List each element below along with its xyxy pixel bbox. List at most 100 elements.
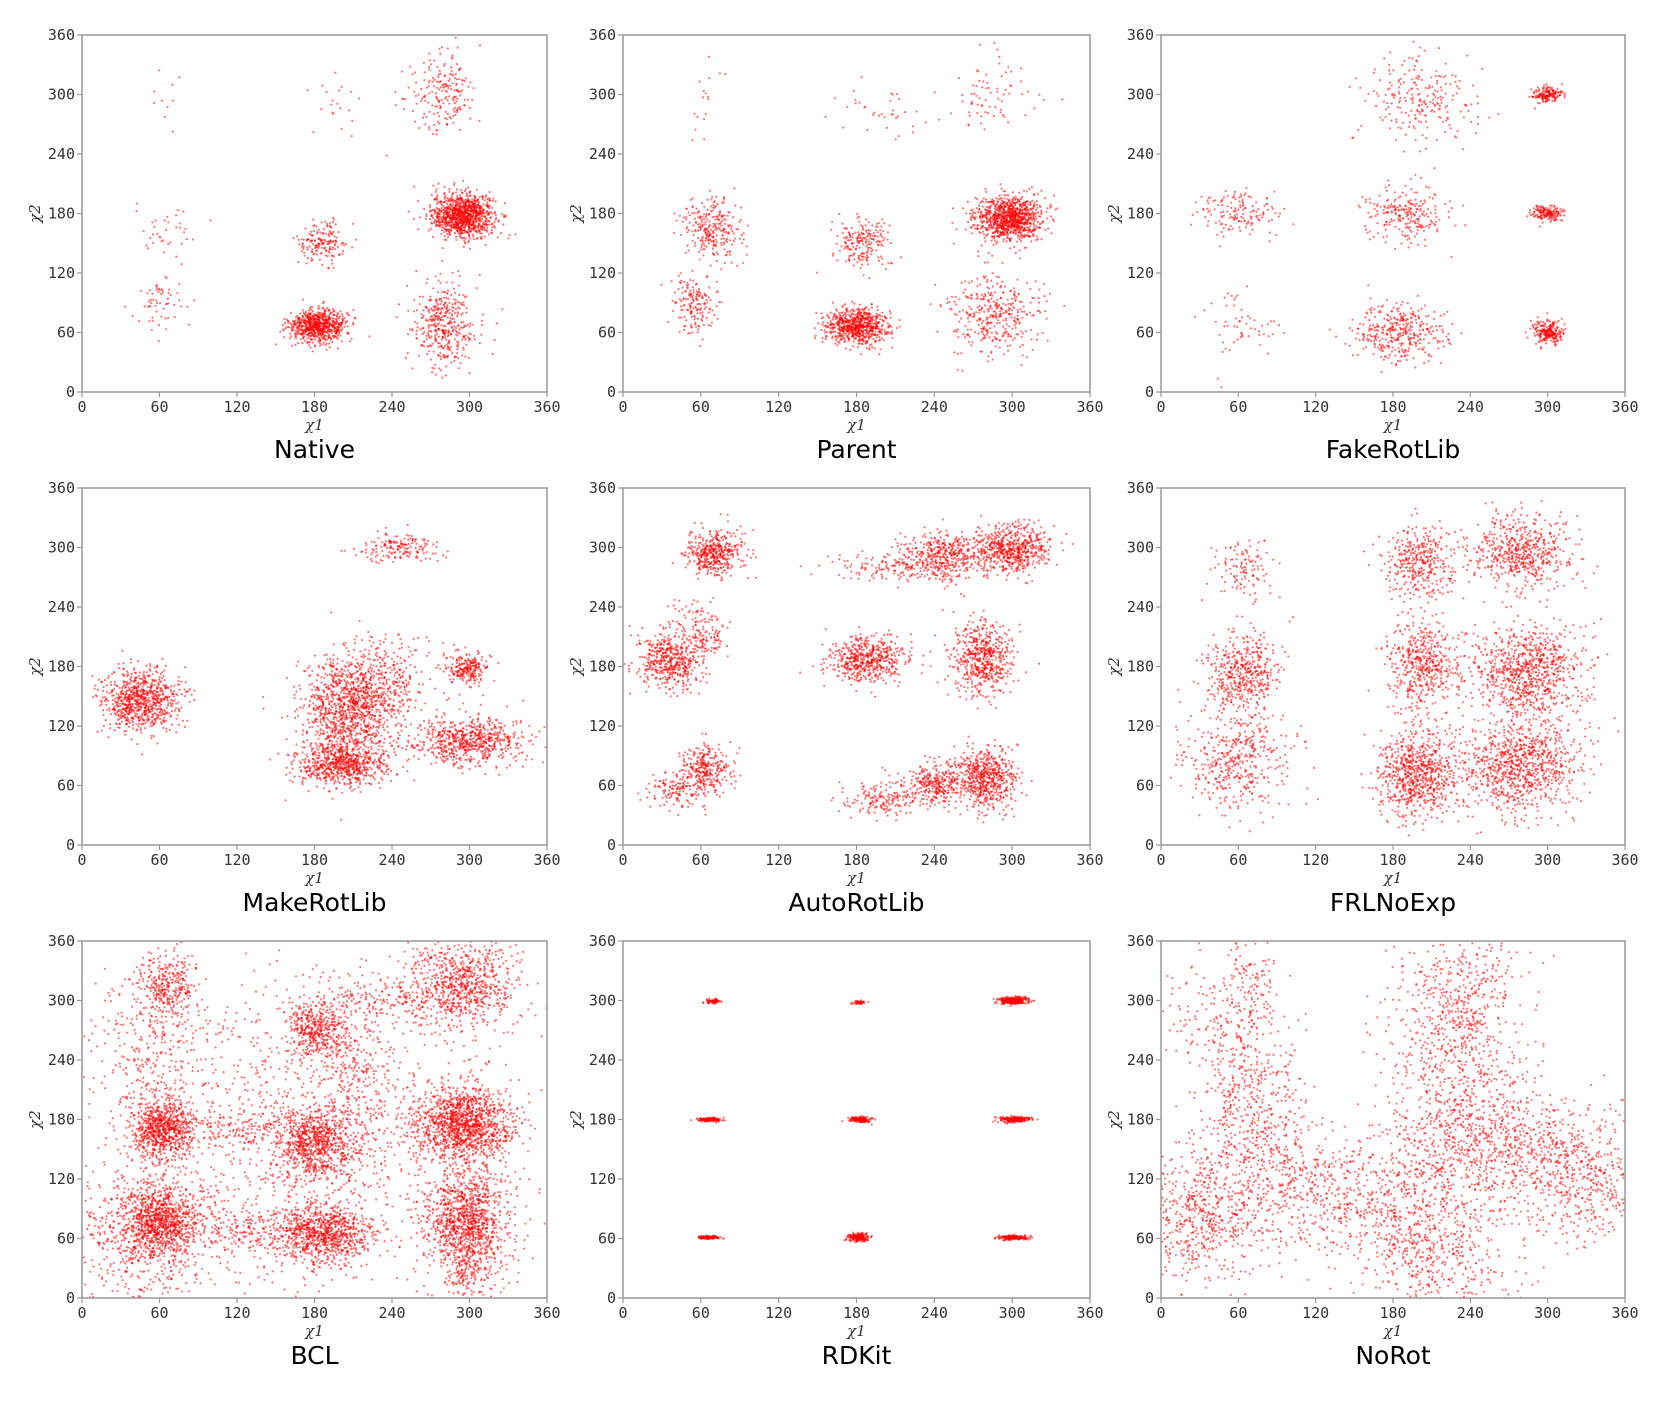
data-point [899,319,901,321]
data-point [454,226,456,228]
data-point [351,246,353,248]
data-point [1019,257,1021,259]
data-point [431,371,433,373]
data-point [454,89,456,91]
data-point [167,221,169,223]
data-point [413,218,415,220]
data-point [144,305,146,307]
data-point [712,223,714,225]
data-point [489,191,491,193]
data-point [454,232,456,234]
data-point [702,254,704,256]
data-point [1033,226,1035,228]
data-point [445,226,447,228]
data-point [693,234,695,236]
data-point [998,276,1000,278]
data-point [832,318,834,320]
data-point [709,190,711,192]
data-point [478,120,480,122]
data-point [951,296,953,298]
data-point [290,312,292,314]
data-point [477,204,479,206]
data-point [1009,335,1011,337]
data-point [323,308,325,310]
data-point [832,328,834,330]
data-point [458,78,460,80]
data-point [1010,304,1012,306]
data-point [847,337,849,339]
data-point [301,326,303,328]
data-point [1002,224,1004,226]
data-point [358,98,360,100]
data-point [152,299,154,301]
data-point [475,219,477,221]
data-point [415,337,417,339]
data-point [979,202,981,204]
data-point [843,323,845,325]
data-point [824,329,826,331]
data-point [329,346,331,348]
data-point [996,305,998,307]
data-point [957,336,959,338]
data-point [440,324,442,326]
data-point [996,221,998,223]
figure-grid: 0 60 120 180 240 300 360060120180240300360χ1χ2… [0,0,1656,1404]
data-point [313,224,315,226]
data-point [309,347,311,349]
data-point [723,197,725,199]
data-point [428,81,430,83]
data-point [303,239,305,241]
data-point [459,328,461,330]
data-point [458,285,460,287]
data-point [454,338,456,340]
data-point [1003,238,1005,240]
data-point [439,53,441,55]
data-point [995,243,997,245]
data-point [444,98,446,100]
data-point [1000,297,1002,299]
data-point [415,95,417,97]
data-point [461,89,463,91]
data-point [302,337,304,339]
data-point [996,322,998,324]
data-point [877,331,879,333]
data-point [995,213,997,215]
data-point [878,353,880,355]
data-point [984,337,986,339]
data-point [301,342,303,344]
data-point [329,323,331,325]
data-point [452,202,454,204]
data-point [683,216,685,218]
data-point [446,307,448,309]
data-point [433,314,435,316]
data-point [841,318,843,320]
data-point [459,94,461,96]
data-point [985,201,987,203]
data-point [319,259,321,261]
data-point [453,199,455,201]
data-point [857,309,859,311]
data-point [412,73,414,75]
data-point [404,98,406,100]
data-point [297,261,299,263]
data-point [456,331,458,333]
data-point [468,203,470,205]
data-point [472,233,474,235]
data-point [482,198,484,200]
data-point [468,200,470,202]
data-point [884,316,886,318]
data-point [987,261,989,263]
data-point [451,282,453,284]
data-point [449,216,451,218]
data-point [450,294,452,296]
data-point [431,309,433,311]
data-point [699,223,701,225]
data-point [1026,313,1028,315]
data-point [891,333,893,335]
data-point [968,282,970,284]
data-point [429,59,431,61]
data-point [437,354,439,356]
data-point [287,320,289,322]
data-point [865,340,867,342]
data-point [967,329,969,331]
